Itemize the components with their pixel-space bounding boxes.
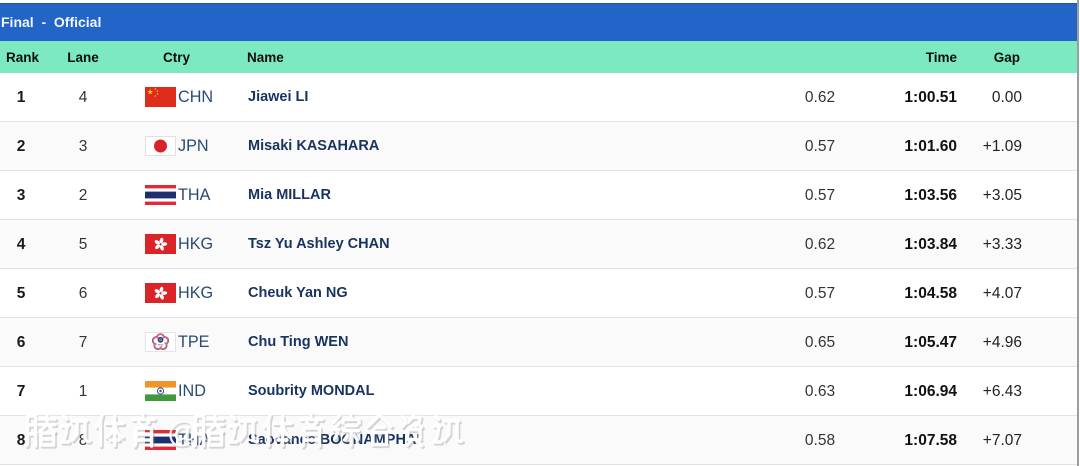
svg-text:@: @ — [167, 416, 197, 449]
